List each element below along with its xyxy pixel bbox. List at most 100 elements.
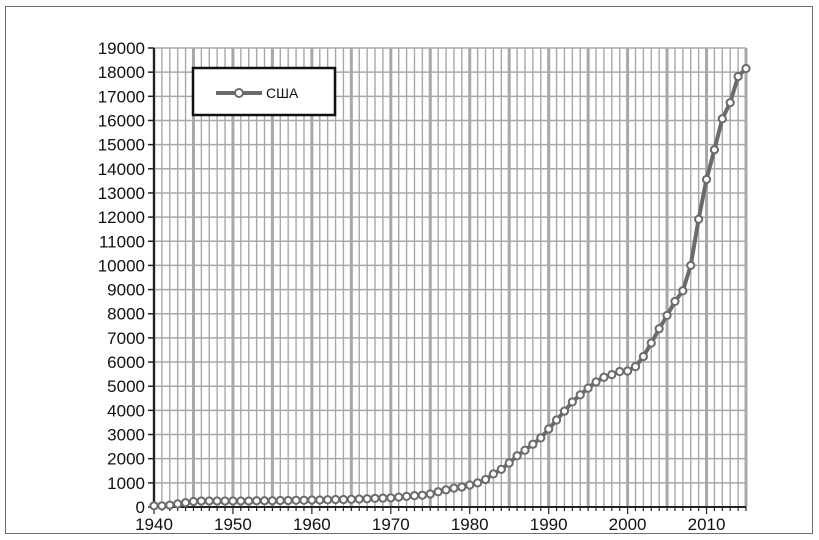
data-point [686, 260, 696, 271]
data-point [149, 501, 159, 511]
y-tick-label: 7000 [107, 329, 145, 348]
data-point [480, 474, 491, 485]
data-point [701, 174, 712, 185]
y-tick-label: 11000 [99, 232, 145, 251]
y-tick-label: 14000 [98, 160, 145, 179]
data-point [433, 487, 443, 497]
y-tick-label: 15000 [98, 136, 145, 155]
y-tick-label: 16000 [98, 111, 145, 130]
y-tick-label: 5000 [107, 377, 145, 396]
data-point [386, 493, 396, 503]
data-point [567, 397, 577, 407]
x-axis-tick-labels: 1940 1950 1960 1970 1980 1990 2000 2010 [135, 515, 725, 534]
data-point [188, 496, 199, 507]
data-point [291, 495, 301, 505]
data-point [354, 494, 364, 504]
y-tick-label: 17000 [98, 87, 145, 106]
data-point [323, 495, 333, 505]
data-point [338, 494, 349, 505]
data-point [733, 71, 743, 82]
data-point [378, 493, 388, 503]
x-tick-label: 1950 [214, 515, 252, 534]
data-point [465, 480, 475, 490]
data-point [559, 406, 570, 416]
data-point [512, 451, 522, 461]
data-point [496, 464, 506, 474]
axes [148, 47, 747, 514]
data-point [441, 485, 451, 495]
data-point [623, 366, 633, 376]
data-point [401, 491, 412, 501]
data-point [607, 370, 617, 380]
data-point [417, 490, 427, 500]
vertical-gridlines [152, 48, 748, 507]
data-point [654, 324, 664, 334]
y-tick-label: 2000 [107, 450, 145, 469]
data-point [370, 493, 380, 503]
data-point [252, 496, 262, 506]
y-tick-label: 19000 [98, 39, 145, 58]
data-point [409, 491, 420, 501]
data-point [330, 494, 341, 505]
data-point [528, 439, 538, 449]
legend: США [191, 66, 337, 117]
data-point [394, 492, 404, 502]
data-point [244, 496, 254, 506]
data-point [212, 496, 222, 506]
plot-area [154, 48, 746, 507]
y-tick-label: 12000 [98, 208, 145, 227]
data-point [346, 494, 356, 504]
data-point [591, 377, 601, 387]
data-point [315, 495, 325, 505]
data-point [599, 372, 609, 382]
data-point [630, 362, 641, 372]
data-point [283, 495, 293, 506]
y-tick-label: 1000 [107, 474, 145, 493]
data-point [709, 145, 720, 155]
data-point [551, 415, 562, 425]
y-tick-label: 3000 [107, 426, 145, 445]
data-point [457, 482, 467, 492]
data-point [504, 458, 514, 468]
data-point [662, 310, 672, 321]
x-tick-label: 1990 [530, 515, 568, 534]
data-point [228, 496, 238, 506]
data-point [520, 445, 530, 455]
data-point [575, 390, 585, 400]
legend-box [191, 66, 337, 117]
legend-label: США [266, 85, 299, 101]
series-markers [149, 63, 751, 511]
plot-background [154, 48, 746, 507]
data-point [615, 366, 625, 377]
x-tick-label: 1980 [451, 515, 489, 534]
y-tick-label: 18000 [98, 63, 145, 82]
data-point [196, 496, 206, 506]
x-tick-label: 1960 [293, 515, 331, 534]
chart-frame [5, 6, 813, 534]
data-point [425, 489, 435, 499]
data-point [259, 496, 270, 506]
data-point [362, 494, 372, 504]
y-axis-tick-labels: 0 1000 2000 3000 4000 5000 6000 7000 8000 9000 100… [98, 39, 145, 517]
data-point [180, 498, 191, 508]
data-point [694, 214, 704, 224]
data-point [236, 496, 246, 506]
data-point [267, 496, 277, 506]
data-point [165, 500, 175, 510]
x-tick-label: 1940 [135, 515, 173, 534]
data-point [307, 495, 317, 505]
data-point [536, 433, 546, 443]
data-point [299, 495, 309, 505]
data-point [678, 286, 688, 296]
data-point [717, 114, 727, 124]
x-tick-label: 1970 [372, 515, 410, 534]
data-point [449, 483, 459, 493]
x-tick-label: 2000 [609, 515, 647, 534]
data-point [488, 469, 499, 479]
data-point [275, 495, 285, 506]
data-point [157, 501, 167, 511]
data-point [670, 296, 680, 307]
x-tick-label: 2010 [688, 515, 726, 534]
data-point [646, 338, 656, 348]
